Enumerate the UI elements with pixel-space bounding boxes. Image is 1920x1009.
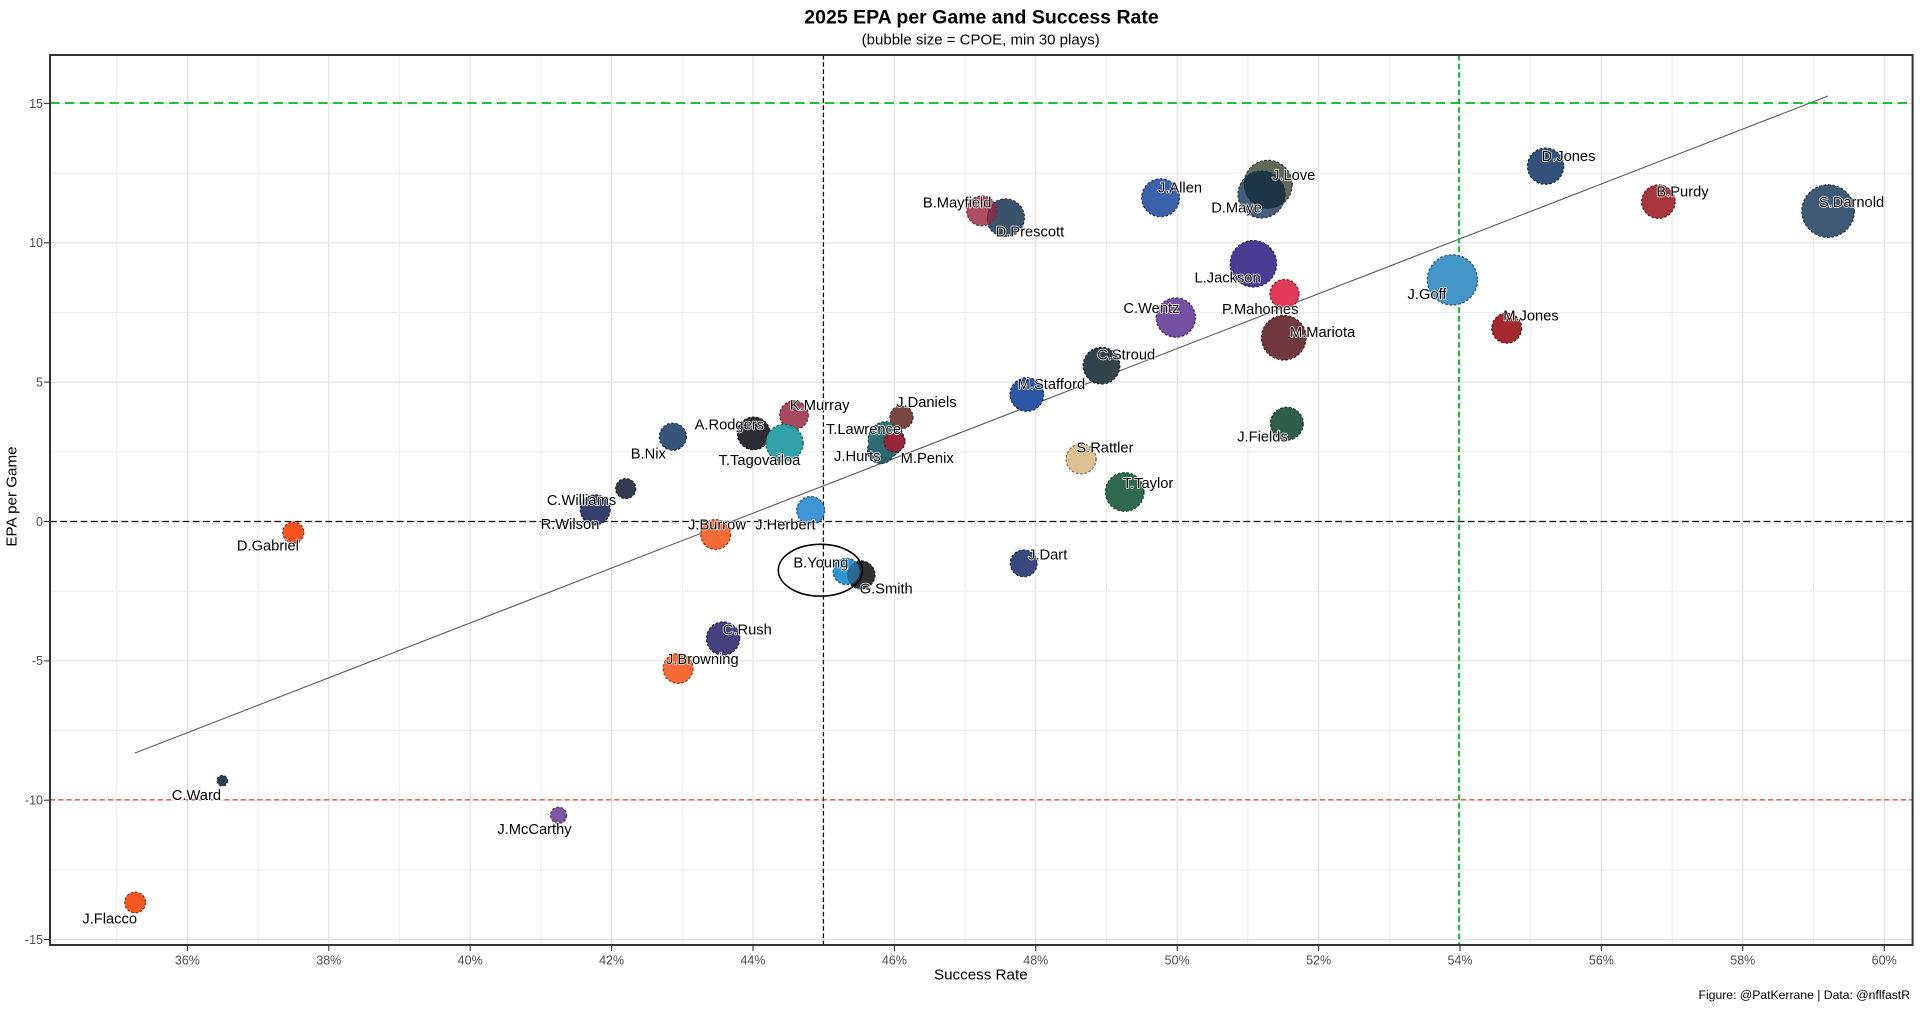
svg-text:J.Allen: J.Allen: [1158, 180, 1202, 196]
svg-text:K.Murray: K.Murray: [790, 398, 850, 414]
svg-text:P.Mahomes: P.Mahomes: [1222, 302, 1298, 318]
svg-text:50%: 50%: [1165, 953, 1190, 967]
svg-text:M.Stafford: M.Stafford: [1018, 377, 1086, 393]
svg-text:56%: 56%: [1589, 953, 1614, 967]
svg-text:J.Goff: J.Goff: [1408, 287, 1448, 303]
svg-text:B.Purdy: B.Purdy: [1656, 185, 1709, 201]
svg-text:60%: 60%: [1872, 953, 1897, 967]
svg-text:J.Hurts: J.Hurts: [834, 449, 881, 465]
svg-text:D.Jones: D.Jones: [1542, 149, 1596, 165]
svg-text:R.Wilson: R.Wilson: [541, 517, 600, 533]
svg-text:EPA per Game: EPA per Game: [4, 446, 21, 546]
svg-text:B.Young: B.Young: [793, 556, 848, 572]
svg-text:42%: 42%: [599, 953, 624, 967]
svg-text:38%: 38%: [316, 953, 341, 967]
svg-text:54%: 54%: [1447, 953, 1472, 967]
svg-text:Figure: @PatKerrane | Data: @n: Figure: @PatKerrane | Data: @nflfastR: [1699, 988, 1911, 1002]
svg-text:5: 5: [36, 376, 43, 390]
svg-text:52%: 52%: [1306, 953, 1331, 967]
svg-text:-10: -10: [25, 794, 43, 808]
svg-text:S.Rattler: S.Rattler: [1076, 441, 1133, 457]
svg-text:J.Daniels: J.Daniels: [896, 395, 956, 411]
svg-text:36%: 36%: [175, 953, 200, 967]
svg-text:58%: 58%: [1730, 953, 1755, 967]
svg-text:M.Penix: M.Penix: [901, 451, 955, 467]
svg-text:D.Gabriel: D.Gabriel: [237, 539, 299, 555]
svg-text:D.Prescott: D.Prescott: [996, 224, 1065, 240]
svg-text:B.Nix: B.Nix: [631, 447, 667, 463]
svg-text:J.Fields: J.Fields: [1237, 430, 1288, 446]
svg-text:T.Taylor: T.Taylor: [1123, 476, 1174, 492]
svg-text:C.Williams: C.Williams: [547, 493, 616, 509]
svg-text:C.Ward: C.Ward: [172, 788, 221, 804]
svg-text:S.Darnold: S.Darnold: [1819, 195, 1884, 211]
svg-text:J.Dart: J.Dart: [1028, 548, 1067, 564]
svg-text:A.Rodgers: A.Rodgers: [695, 417, 764, 433]
svg-text:M.Mariota: M.Mariota: [1290, 325, 1356, 341]
svg-text:C.Stroud: C.Stroud: [1097, 348, 1155, 364]
svg-text:10: 10: [29, 236, 43, 250]
svg-text:46%: 46%: [882, 953, 907, 967]
svg-text:(bubble size = CPOE, min 30 pl: (bubble size = CPOE, min 30 plays): [862, 32, 1100, 49]
svg-text:15: 15: [29, 97, 43, 111]
svg-text:44%: 44%: [740, 953, 765, 967]
svg-text:D.Maye: D.Maye: [1211, 201, 1262, 217]
svg-text:J.Flacco: J.Flacco: [82, 912, 137, 928]
svg-text:2025 EPA per Game and Success: 2025 EPA per Game and Success Rate: [804, 7, 1159, 29]
svg-text:J.Love: J.Love: [1272, 168, 1315, 184]
svg-text:G.Smith: G.Smith: [860, 582, 913, 598]
svg-text:J.Browning: J.Browning: [666, 652, 739, 668]
svg-text:40%: 40%: [458, 953, 483, 967]
svg-text:J.Herbert: J.Herbert: [755, 518, 815, 534]
svg-text:T.Tagovailoa: T.Tagovailoa: [719, 453, 801, 469]
svg-text:-15: -15: [25, 933, 43, 947]
svg-text:L.Jackson: L.Jackson: [1195, 271, 1261, 287]
svg-text:Success Rate: Success Rate: [934, 967, 1028, 984]
svg-text:0: 0: [36, 515, 43, 529]
svg-text:B.Mayfield: B.Mayfield: [923, 195, 992, 211]
svg-text:C.Rush: C.Rush: [723, 622, 772, 638]
svg-text:M.Jones: M.Jones: [1503, 309, 1559, 325]
svg-text:-5: -5: [32, 654, 43, 668]
svg-text:48%: 48%: [1023, 953, 1048, 967]
svg-text:J.Burrow: J.Burrow: [688, 518, 746, 534]
svg-text:C.Wentz: C.Wentz: [1123, 301, 1179, 317]
svg-text:T.Lawrence: T.Lawrence: [826, 422, 901, 438]
svg-text:J.McCarthy: J.McCarthy: [497, 822, 572, 838]
